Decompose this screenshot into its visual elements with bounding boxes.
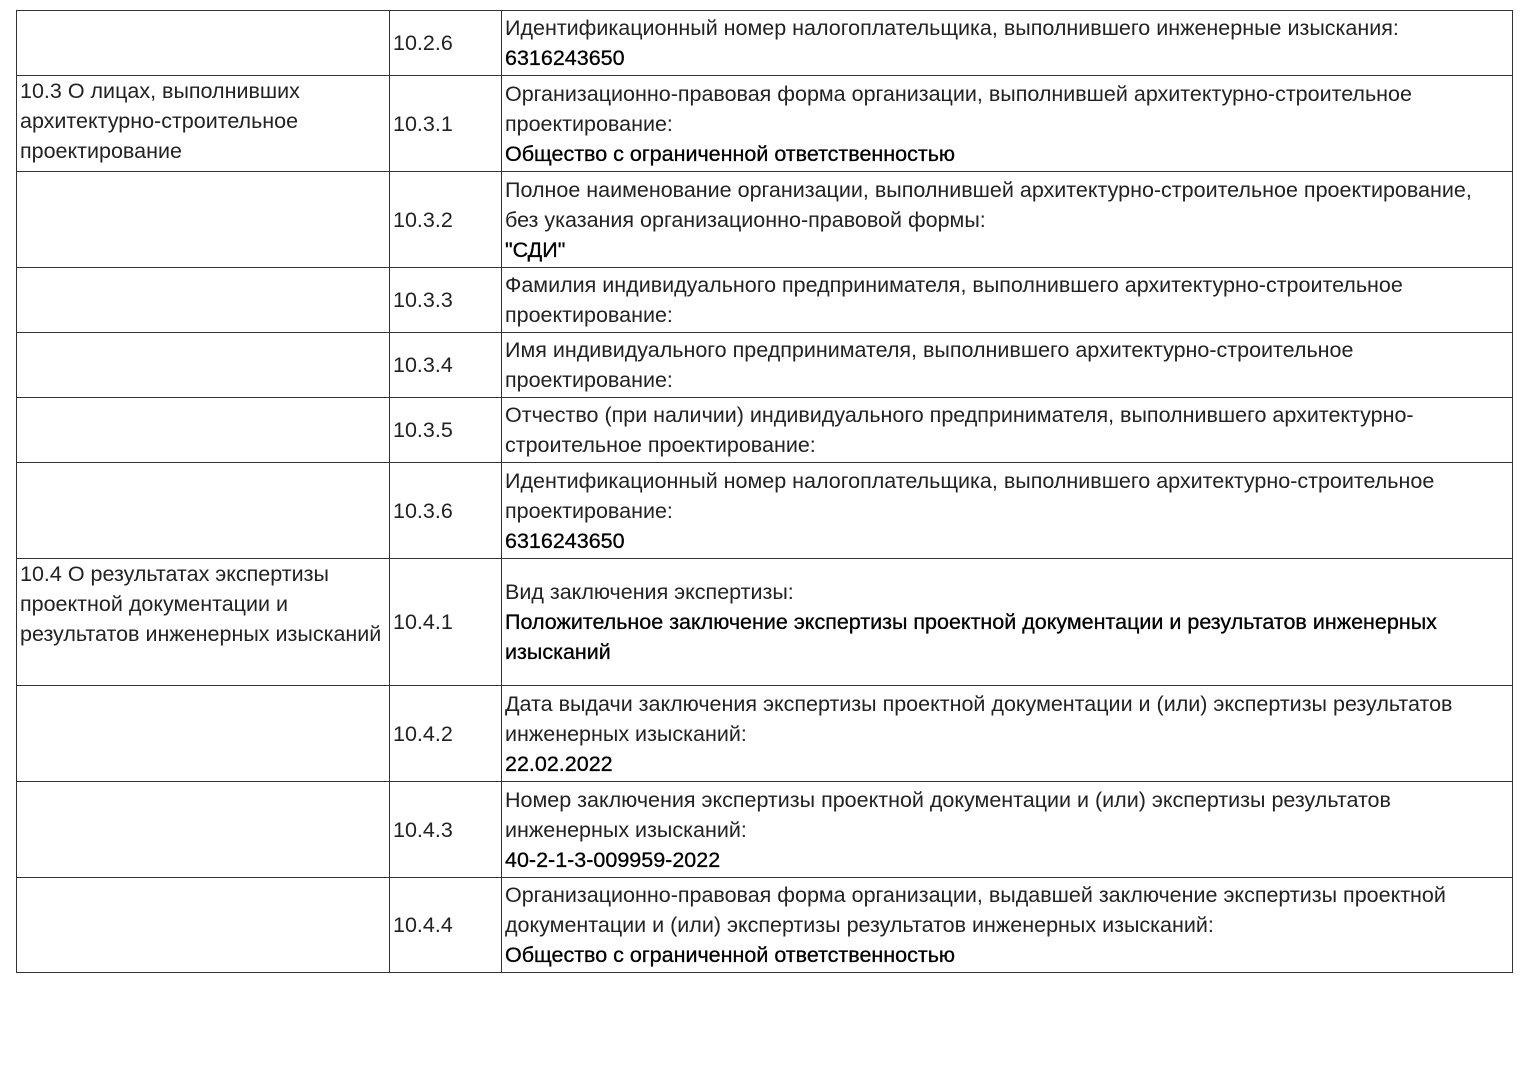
table-row: 10.3.5 Отчество (при наличии) индивидуаль… bbox=[16, 397, 1513, 463]
description-cell: Идентификационный номер налогоплательщик… bbox=[501, 462, 1513, 559]
section-cell bbox=[16, 877, 390, 973]
field-value: Положительное заключение экспертизы прое… bbox=[505, 610, 1437, 664]
field-label: Идентификационный номер налогоплательщик… bbox=[505, 16, 1399, 40]
field-label: Вид заключения экспертизы: bbox=[505, 580, 794, 604]
description-cell: Идентификационный номер налогоплательщик… bbox=[501, 10, 1513, 76]
field-value: 6316243650 bbox=[505, 528, 625, 553]
table-row: 10.3.2 Полное наименование организации, в… bbox=[16, 171, 1513, 268]
description-cell: Организационно-правовая форма организаци… bbox=[501, 75, 1513, 172]
field-label: Отчество (при наличии) индивидуального п… bbox=[505, 403, 1414, 457]
field-label: Организационно-правовая форма организаци… bbox=[505, 81, 1412, 136]
section-cell bbox=[16, 685, 390, 782]
field-label: Организационно-правовая форма организаци… bbox=[505, 883, 1446, 937]
section-cell bbox=[16, 267, 390, 333]
table-row: 10.3.3 Фамилия индивидуального предприним… bbox=[16, 267, 1513, 333]
code-cell: 10.3.6 bbox=[389, 462, 502, 559]
code-cell: 10.4.3 bbox=[389, 781, 502, 878]
field-label: Фамилия индивидуального предпринимателя,… bbox=[505, 273, 1403, 327]
field-value: Общество с ограниченной ответственностью bbox=[505, 141, 956, 166]
description-cell: Дата выдачи заключения экспертизы проект… bbox=[501, 685, 1513, 782]
table-row: 10.3 О лицах, выполнивших архитектурно-с… bbox=[16, 75, 1513, 172]
table-row: 10.3.4 Имя индивидуального предпринимател… bbox=[16, 332, 1513, 398]
field-value: 6316243650 bbox=[505, 46, 625, 70]
section-cell: 10.4 О результатах экспертизы проектной … bbox=[16, 558, 390, 686]
field-label: Номер заключения экспертизы проектной до… bbox=[505, 787, 1391, 842]
data-table: 10.2.6 Идентификационный номер налогоплат… bbox=[16, 10, 1513, 973]
code-cell: 10.3.5 bbox=[389, 397, 502, 463]
code-cell: 10.3.4 bbox=[389, 332, 502, 398]
field-label: Имя индивидуального предпринимателя, вып… bbox=[505, 338, 1354, 392]
section-cell: 10.3 О лицах, выполнивших архитектурно-с… bbox=[16, 75, 390, 172]
section-cell bbox=[16, 462, 390, 559]
description-cell: Фамилия индивидуального предпринимателя,… bbox=[501, 267, 1513, 333]
code-cell: 10.4.4 bbox=[389, 877, 502, 973]
description-cell: Номер заключения экспертизы проектной до… bbox=[501, 781, 1513, 878]
table-row: 10.4.3 Номер заключения экспертизы проект… bbox=[16, 781, 1513, 878]
code-cell: 10.3.3 bbox=[389, 267, 502, 333]
section-cell bbox=[16, 10, 390, 76]
code-cell: 10.4.1 bbox=[389, 558, 502, 686]
table-row: 10.4.2 Дата выдачи заключения экспертизы … bbox=[16, 685, 1513, 782]
table-row: 10.4 О результатах экспертизы проектной … bbox=[16, 558, 1513, 686]
description-cell: Вид заключения экспертизы: Положительное … bbox=[501, 558, 1513, 686]
field-label: Дата выдачи заключения экспертизы проект… bbox=[505, 691, 1453, 746]
section-cell bbox=[16, 781, 390, 878]
section-cell bbox=[16, 332, 390, 398]
code-cell: 10.4.2 bbox=[389, 685, 502, 782]
description-cell: Полное наименование организации, выполни… bbox=[501, 171, 1513, 268]
description-cell: Отчество (при наличии) индивидуального п… bbox=[501, 397, 1513, 463]
field-value: Общество с ограниченной ответственностью bbox=[505, 943, 956, 967]
code-cell: 10.3.2 bbox=[389, 171, 502, 268]
section-cell bbox=[16, 171, 390, 268]
field-value: 22.02.2022 bbox=[505, 751, 613, 776]
field-label: Полное наименование организации, выполни… bbox=[505, 177, 1472, 232]
code-cell: 10.3.1 bbox=[389, 75, 502, 172]
table-row: 10.3.6 Идентификационный номер налогоплат… bbox=[16, 462, 1513, 559]
table-row: 10.4.4 Организационно-правовая форма орга… bbox=[16, 877, 1513, 973]
field-value: "СДИ" bbox=[505, 237, 566, 262]
description-cell: Организационно-правовая форма организаци… bbox=[501, 877, 1513, 973]
code-cell: 10.2.6 bbox=[389, 10, 502, 76]
table-row: 10.2.6 Идентификационный номер налогоплат… bbox=[16, 10, 1513, 76]
field-value: 40-2-1-3-009959-2022 bbox=[505, 847, 721, 872]
field-label: Идентификационный номер налогоплательщик… bbox=[505, 468, 1435, 523]
section-cell bbox=[16, 397, 390, 463]
description-cell: Имя индивидуального предпринимателя, вып… bbox=[501, 332, 1513, 398]
